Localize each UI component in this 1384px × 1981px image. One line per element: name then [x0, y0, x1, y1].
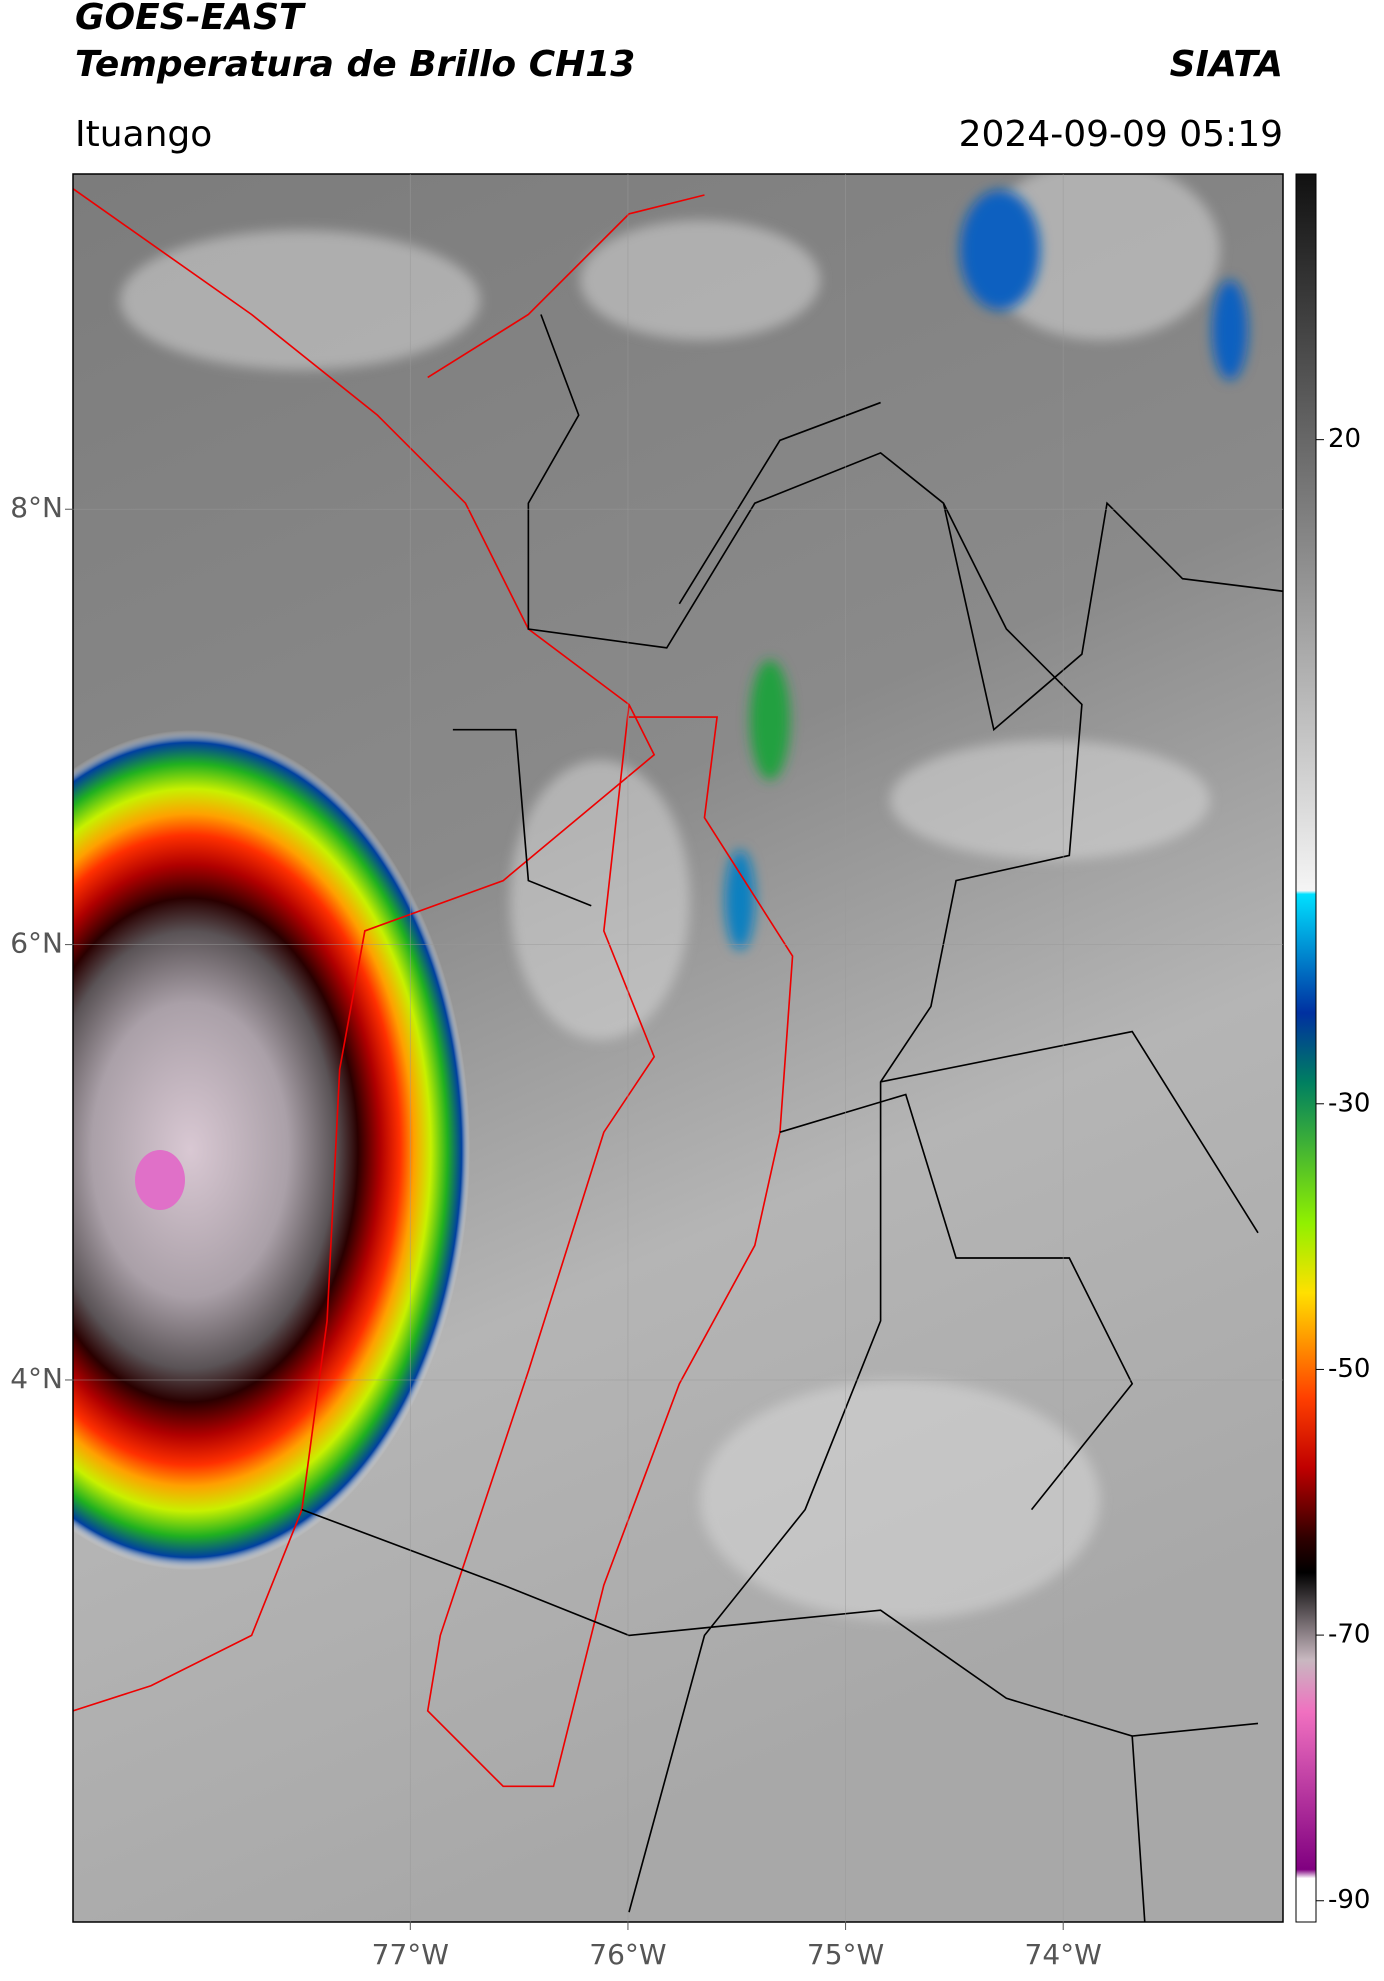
colorbar-tick-label: -50 [1328, 1354, 1370, 1384]
map-frame [72, 173, 1284, 1923]
datetime: 2024-09-09 05:19 [959, 114, 1283, 155]
lat-tick-label: 8°N [10, 491, 63, 524]
subtitle: Temperatura de Brillo CH13 [75, 44, 635, 85]
lon-tick-label: 75°W [807, 1938, 884, 1971]
lon-tick-label: 77°W [372, 1938, 449, 1971]
colorbar-tick-label: -90 [1328, 1885, 1370, 1915]
colorbar [1295, 173, 1317, 1923]
lon-tick-label: 76°W [589, 1938, 666, 1971]
colorbar-tick-label: 20 [1328, 424, 1361, 454]
brand: SIATA [1170, 44, 1283, 85]
lon-tick-label: 74°W [1025, 1938, 1102, 1971]
lat-tick-label: 6°N [10, 927, 63, 960]
colorbar-tick-label: -70 [1328, 1620, 1370, 1650]
colorbar-tick-label: -30 [1328, 1088, 1370, 1118]
title: GOES-EAST [75, 0, 306, 38]
location: Ituango [75, 114, 212, 155]
map-image [73, 174, 1283, 1922]
graticule: 8°N 6°N 4°N 77°W 76°W 75°W 74°W [10, 174, 1283, 1971]
lat-tick-label: 4°N [10, 1362, 63, 1395]
colorbar-ticks: 20 -30 -50 -70 -90 [1316, 424, 1370, 1915]
